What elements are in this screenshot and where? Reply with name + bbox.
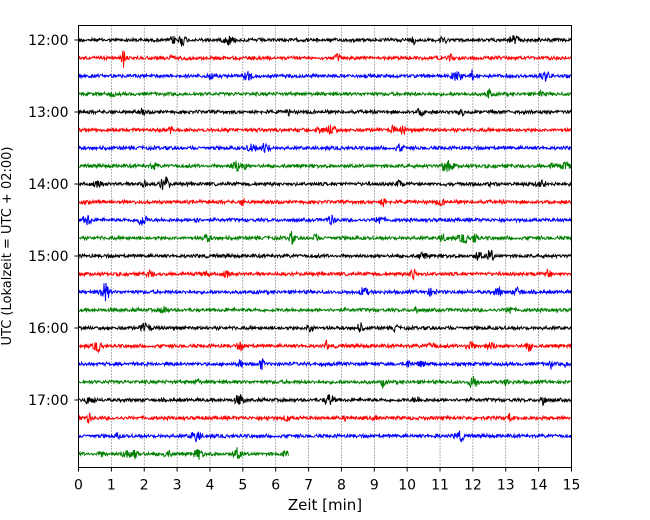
x-tick-label-9: 9 [370,478,379,494]
x-tick-label-11: 11 [431,478,449,494]
trace-1315 [78,124,572,136]
x-tick-label-2: 2 [140,478,149,494]
x-tick-label-13: 13 [497,478,515,494]
x-tick-label-6: 6 [271,478,280,494]
trace-1700 [78,393,572,407]
x-tick-label-7: 7 [304,478,313,494]
x-tick-label-12: 12 [464,478,482,494]
trace-1545 [78,305,572,315]
trace-1615 [78,339,572,354]
x-tick-label-15: 15 [563,478,581,494]
trace-1345 [78,160,572,173]
x-axis-label: Zeit [min] [288,496,362,514]
trace-1500 [78,249,572,261]
trace-1200 [78,34,572,47]
y-tick-label-14:00: 14:00 [28,177,68,193]
trace-1645 [78,376,572,389]
trace-1300 [78,107,572,118]
y-axis-label: UTC (Lokalzeit = UTC + 02:00) [0,147,15,346]
plot-frame [78,25,572,468]
trace-1715 [78,412,572,424]
x-tick-label-0: 0 [74,478,83,494]
trace-1330 [78,142,572,153]
trace-1530 [78,282,572,302]
trace-1745 [78,447,289,460]
y-tick-label-15:00: 15:00 [28,249,68,265]
y-tick-label-13:00: 13:00 [28,105,68,121]
trace-1230 [78,69,572,82]
x-tick-label-4: 4 [206,478,215,494]
y-axis: 12:00 13:00 14:00 15:00 16:00 17:00 [28,33,79,409]
trace-1400 [78,176,572,191]
x-tick-label-10: 10 [398,478,416,494]
x-tick-label-5: 5 [238,478,247,494]
trace-1630 [78,358,572,371]
x-axis: 0 1 2 3 4 5 6 7 8 9 10 11 12 13 14 15 [74,467,581,494]
y-tick-label-12:00: 12:00 [28,33,68,49]
y-tick-label-17:00: 17:00 [28,393,68,409]
trace-1430 [78,214,572,227]
x-tick-label-3: 3 [173,478,182,494]
trace-1730 [78,430,572,444]
trace-group [78,34,572,460]
trace-1515 [78,268,572,281]
trace-1600 [78,322,572,333]
x-tick-label-8: 8 [337,478,346,494]
trace-1445 [78,231,572,246]
x-tick-label-14: 14 [530,478,548,494]
y-tick-label-16:00: 16:00 [28,321,68,337]
trace-1215 [78,50,572,68]
trace-1245 [78,88,572,99]
x-tick-label-1: 1 [107,478,116,494]
trace-1415 [78,197,572,208]
